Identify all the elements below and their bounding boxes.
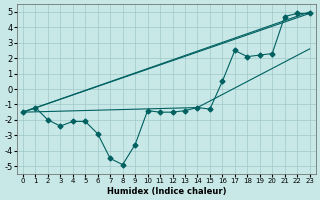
X-axis label: Humidex (Indice chaleur): Humidex (Indice chaleur) xyxy=(107,187,226,196)
